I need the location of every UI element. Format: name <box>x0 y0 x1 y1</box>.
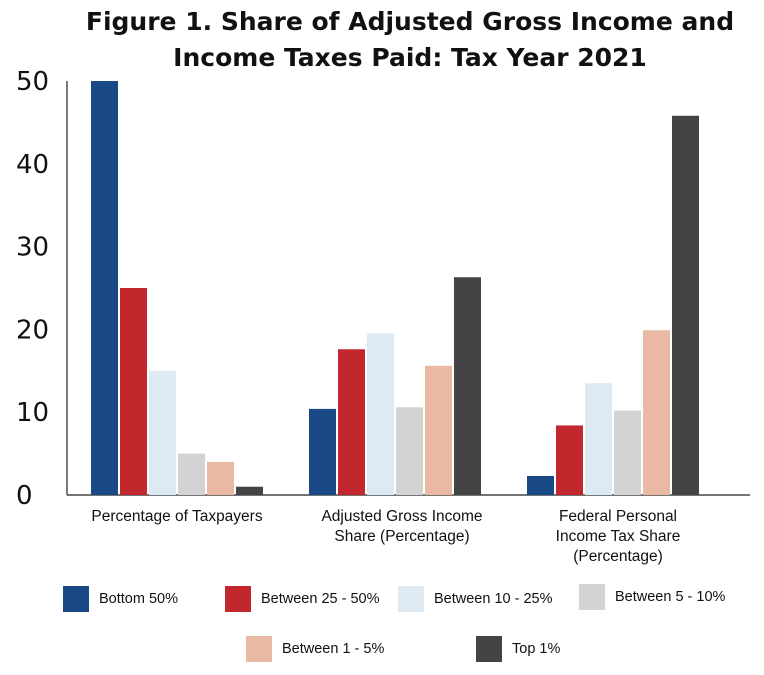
x-category-label: Percentage of Taxpayers <box>91 508 262 525</box>
bar <box>672 115 699 495</box>
bar <box>120 288 147 495</box>
bar <box>207 461 234 495</box>
legend-item: Between 25 - 50% <box>225 586 380 612</box>
legend-label: Top 1% <box>512 641 561 657</box>
chart-title-line-2: Income Taxes Paid: Tax Year 2021 <box>173 43 647 72</box>
legend-swatch <box>398 586 424 612</box>
chart-title: Figure 1. Share of Adjusted Gross Income… <box>60 4 760 76</box>
legend-label: Between 10 - 25% <box>434 591 553 607</box>
bar <box>338 349 365 495</box>
bar <box>585 383 612 495</box>
legend-item: Between 5 - 10% <box>579 584 725 610</box>
y-tick-label: 50 <box>16 67 49 97</box>
y-tick-label: 20 <box>16 315 49 345</box>
y-tick-label: 0 <box>16 481 33 511</box>
legend-item: Between 1 - 5% <box>246 636 384 662</box>
legend-swatch <box>63 586 89 612</box>
chart-title-line-1: Figure 1. Share of Adjusted Gross Income… <box>85 7 735 36</box>
legend-item: Top 1% <box>476 636 560 662</box>
bar <box>367 333 394 495</box>
x-category-label: (Percentage) <box>573 548 663 565</box>
x-category-label: Adjusted Gross Income <box>321 508 482 525</box>
bar <box>643 330 670 495</box>
bar <box>91 81 118 495</box>
y-tick-label: 40 <box>16 150 49 180</box>
bar <box>614 410 641 495</box>
bar <box>454 277 481 495</box>
legend-swatch <box>579 584 605 610</box>
legend-label: Between 1 - 5% <box>282 641 385 657</box>
legend-label: Between 5 - 10% <box>615 589 726 605</box>
bar <box>527 475 554 495</box>
legend-label: Bottom 50% <box>99 591 178 607</box>
legend-swatch <box>476 636 502 662</box>
bar <box>309 408 336 495</box>
x-category-label: Income Tax Share <box>556 528 681 545</box>
bar <box>178 453 205 495</box>
legend-swatch <box>225 586 251 612</box>
x-category-label: Share (Percentage) <box>334 528 469 545</box>
bar <box>236 486 263 495</box>
y-tick-label: 30 <box>16 233 49 263</box>
legend-item: Between 10 - 25% <box>398 586 553 612</box>
legend-swatch <box>246 636 272 662</box>
legend-item: Bottom 50% <box>63 586 178 612</box>
bar <box>425 365 452 495</box>
bar <box>556 425 583 495</box>
x-category-label: Federal Personal <box>559 508 677 525</box>
legend-label: Between 25 - 50% <box>261 591 380 607</box>
bar <box>149 370 176 495</box>
bar <box>396 407 423 495</box>
y-tick-label: 10 <box>16 398 49 428</box>
